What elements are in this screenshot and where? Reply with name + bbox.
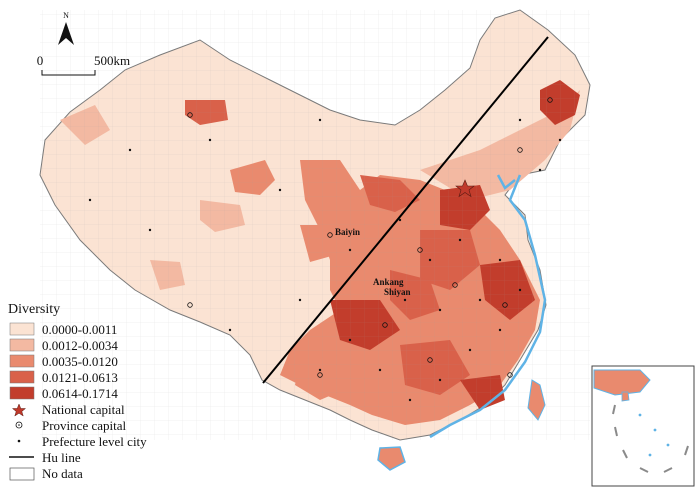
hu-line [262, 36, 549, 384]
legend-title: Diversity [8, 302, 60, 317]
empty-box-icon [9, 467, 35, 481]
legend-label-0: 0.0000-0.0011 [42, 322, 117, 337]
admin-boundaries [40, 10, 590, 440]
circle-dot-icon [15, 421, 23, 429]
legend-symbol-no-data: No data [42, 466, 83, 481]
coastline [429, 174, 547, 439]
place-label-shiyan: Shiyan [384, 287, 411, 297]
place-label-baiyin: Baiyin [335, 227, 360, 237]
north-arrow: N [58, 11, 74, 45]
prefecture-cities [88, 118, 562, 402]
province-capitals [187, 97, 553, 378]
taiwan [527, 379, 546, 421]
place-label-ankang: Ankang [373, 277, 404, 287]
legend-label-2: 0.0035-0.0120 [42, 354, 118, 369]
legend-swatch-2 [9, 354, 35, 368]
south-china-sea-inset [591, 365, 695, 487]
bohai-coast [496, 174, 516, 190]
north-arrow-label: N [63, 11, 69, 20]
legend-swatch-4 [9, 386, 35, 400]
legend-swatch-1 [9, 338, 35, 352]
legend-label-1: 0.0012-0.0034 [42, 338, 118, 353]
legend-label-4: 0.0614-0.1714 [42, 386, 118, 401]
legend: Diversity 0.0000-0.0011 0.0012-0.0034 0.… [8, 302, 147, 481]
legend-symbol-province-capital: Province capital [42, 418, 126, 433]
legend-symbol-national-capital: National capital [42, 402, 125, 417]
scale-bar: 0 500km [37, 53, 130, 76]
national-capital-star [455, 179, 475, 198]
star-icon [11, 403, 27, 417]
legend-symbol-prefecture-city: Prefecture level city [42, 434, 147, 449]
legend-symbol-hu-line: Hu line [42, 450, 81, 465]
scale-bar-end: 500km [94, 53, 130, 68]
hainan [377, 446, 406, 471]
scale-bar-start: 0 [37, 53, 44, 68]
legend-swatch-0 [9, 322, 35, 336]
legend-swatch-3 [9, 370, 35, 384]
dot-icon [17, 439, 21, 443]
north-arrow-icon [58, 22, 74, 45]
legend-label-3: 0.0121-0.0613 [42, 370, 118, 385]
